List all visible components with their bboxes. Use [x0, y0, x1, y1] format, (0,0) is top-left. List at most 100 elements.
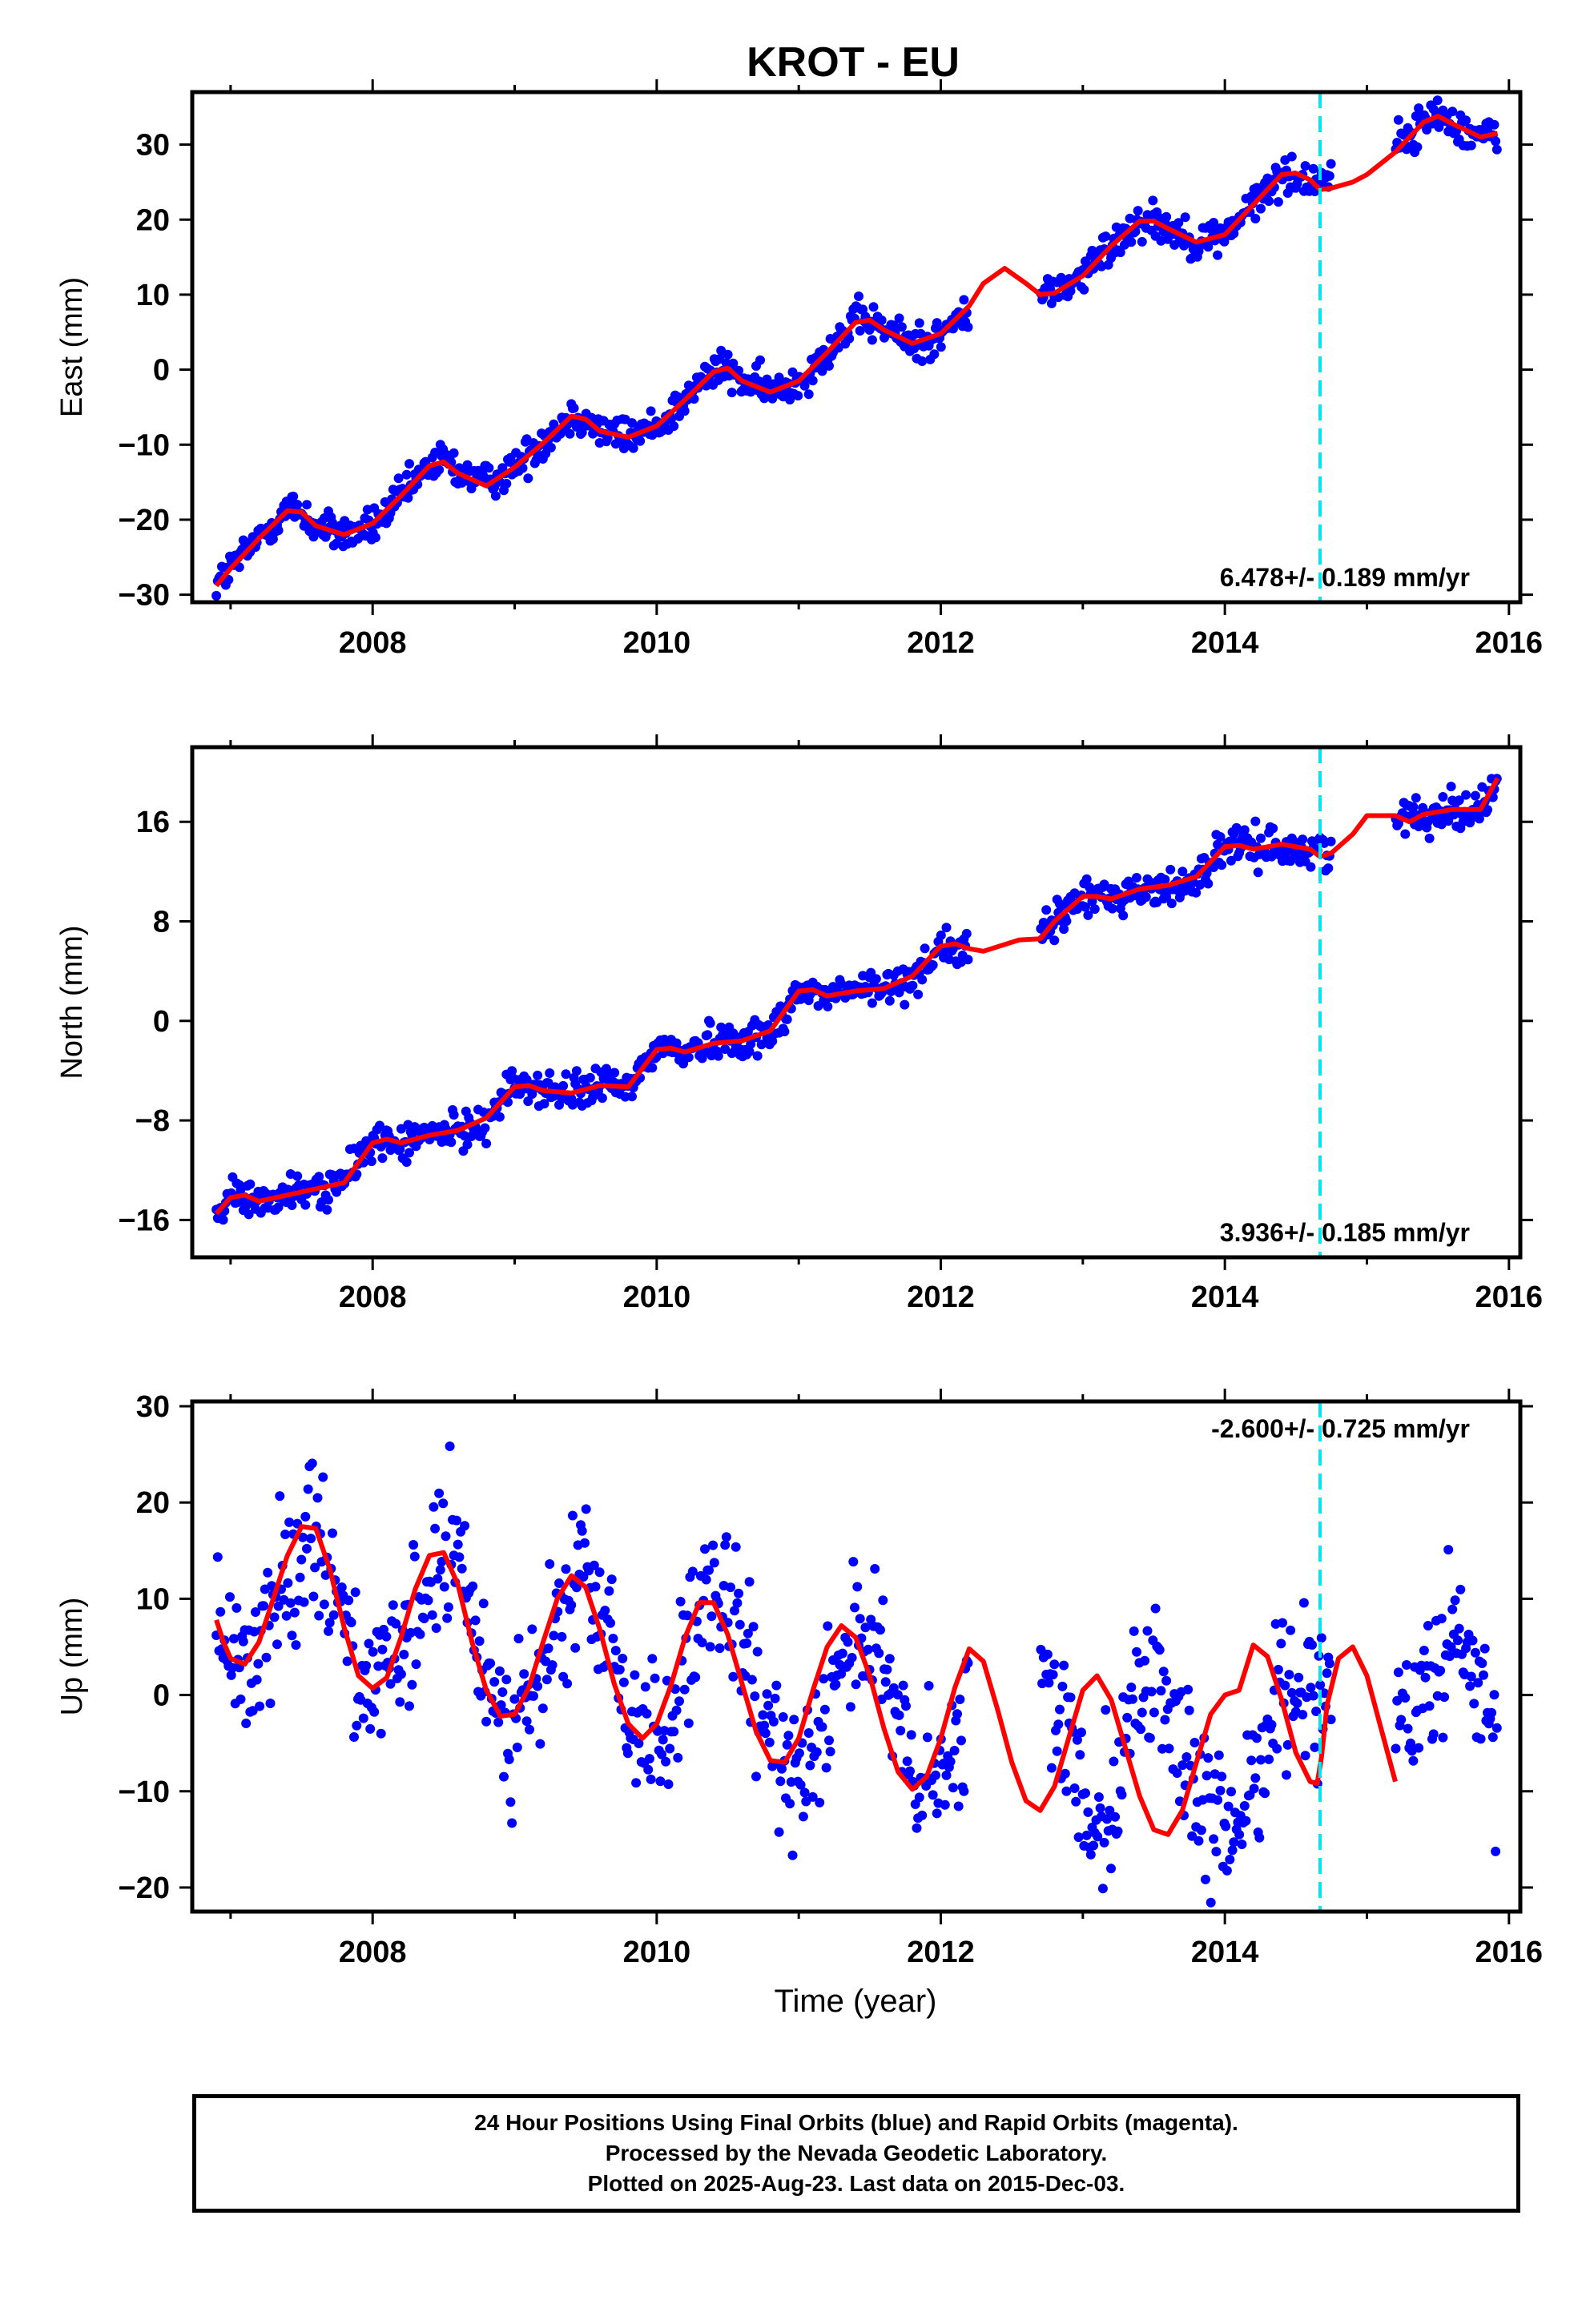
data-point — [956, 1735, 966, 1746]
data-point — [1191, 887, 1202, 898]
data-point — [1239, 1801, 1250, 1811]
data-point — [252, 1675, 262, 1685]
data-point — [1213, 1795, 1223, 1805]
data-point — [485, 1659, 496, 1668]
data-point — [1150, 1603, 1161, 1614]
data-point — [782, 1014, 792, 1024]
data-point — [630, 1670, 640, 1680]
data-point — [566, 1600, 577, 1610]
panel-east: 2008 2010 2012 2014 2016 −30 −20 −10 0 10 20 30 East… — [55, 79, 1543, 660]
data-point — [936, 930, 946, 940]
x-tick-label: 2010 — [623, 1281, 691, 1314]
data-point — [860, 1622, 871, 1633]
data-point — [533, 1070, 543, 1080]
data-point — [1408, 802, 1419, 812]
data-point — [523, 1096, 533, 1107]
data-point — [817, 366, 827, 376]
data-point — [1196, 1825, 1206, 1835]
data-point — [1097, 1884, 1108, 1894]
data-point — [1072, 1735, 1082, 1745]
data-point — [328, 1610, 339, 1620]
data-point — [1266, 1719, 1277, 1730]
data-point — [1250, 816, 1261, 826]
data-point — [756, 1039, 767, 1050]
data-point — [1306, 1683, 1316, 1693]
data-point — [604, 1586, 614, 1596]
data-point — [324, 1618, 335, 1628]
data-point — [1414, 1743, 1424, 1753]
data-point — [570, 1642, 581, 1653]
data-point — [1093, 1792, 1104, 1802]
data-point — [1298, 1710, 1308, 1720]
data-point — [1326, 836, 1336, 846]
rate-label: -2.600+/- 0.725 mm/yr — [1211, 1414, 1470, 1443]
data-point — [211, 590, 222, 601]
data-point — [1300, 161, 1310, 171]
data-point — [248, 1706, 258, 1716]
data-point — [289, 1607, 300, 1618]
data-point — [306, 1534, 316, 1544]
data-point — [558, 1080, 569, 1091]
data-point — [1477, 1659, 1487, 1668]
data-point — [1237, 1839, 1247, 1849]
data-point — [441, 1531, 451, 1542]
data-point — [634, 1739, 644, 1748]
y-tick-label: 20 — [136, 1486, 170, 1520]
data-point — [795, 1779, 806, 1790]
data-point — [405, 1701, 414, 1711]
data-point — [929, 349, 940, 360]
data-point — [259, 1601, 269, 1611]
data-point — [894, 313, 904, 324]
data-point — [291, 1640, 301, 1651]
x-tick-label: 2008 — [339, 626, 407, 660]
data-point — [640, 1682, 650, 1692]
data-point — [655, 1776, 666, 1787]
data-point — [782, 1739, 792, 1750]
y-tick-label: −10 — [119, 428, 170, 462]
data-point — [496, 1700, 506, 1711]
data-point — [1202, 1771, 1212, 1781]
data-point — [708, 1540, 719, 1550]
x-tick-label: 2010 — [623, 1936, 691, 1969]
data-point — [590, 1582, 601, 1592]
data-point — [1324, 171, 1334, 181]
data-point — [533, 1681, 543, 1691]
data-point — [529, 1691, 538, 1701]
data-point — [1268, 823, 1278, 834]
data-point — [474, 1636, 485, 1647]
x-axis-label: Time (year) — [775, 1984, 937, 2019]
data-point — [628, 443, 638, 453]
data-point — [253, 1659, 264, 1669]
data-point — [871, 974, 881, 984]
data-point — [702, 1030, 713, 1040]
data-point — [435, 1565, 445, 1575]
data-point — [427, 1610, 437, 1620]
data-point — [716, 1022, 727, 1032]
data-point — [1276, 1638, 1286, 1649]
data-point — [319, 1599, 329, 1610]
data-point — [914, 1792, 924, 1803]
data-point — [299, 1597, 309, 1607]
data-point — [1250, 1773, 1261, 1783]
data-point — [395, 1697, 405, 1707]
data-point — [1436, 1614, 1447, 1624]
data-point — [1161, 1675, 1172, 1686]
data-point — [1466, 1671, 1476, 1682]
data-point — [1109, 1756, 1119, 1767]
data-point — [1093, 1831, 1103, 1842]
data-point — [481, 1716, 492, 1727]
data-point — [863, 1644, 873, 1655]
data-point — [561, 1069, 571, 1080]
y-tick-label: 0 — [153, 1005, 170, 1039]
data-point — [836, 979, 847, 989]
data-point — [407, 1679, 417, 1690]
data-point — [1326, 159, 1336, 169]
data-point — [914, 318, 924, 328]
data-point — [446, 1137, 457, 1148]
data-point — [1126, 237, 1137, 247]
data-point — [744, 1047, 755, 1057]
data-point — [803, 1728, 814, 1738]
data-point — [618, 1654, 628, 1663]
data-point — [669, 421, 679, 432]
